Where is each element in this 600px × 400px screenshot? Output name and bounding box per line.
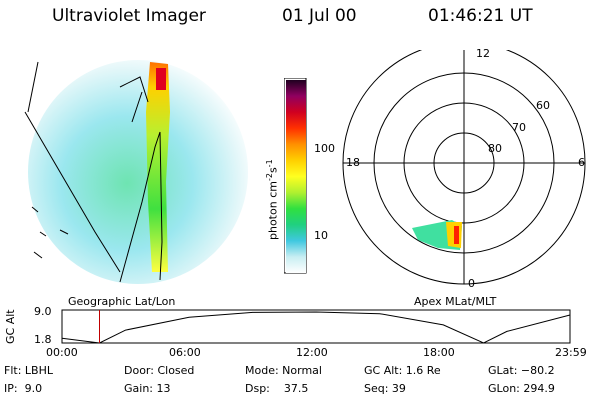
seq-info: Seq: 39 <box>364 382 406 395</box>
time-tick-2359: 23:59 <box>555 346 587 359</box>
door-info: Door: Closed <box>124 364 195 377</box>
altitude-axis-title: GC Alt <box>4 309 17 344</box>
altitude-series-line <box>61 311 571 344</box>
time-tick-0600: 06:00 <box>169 346 201 359</box>
geographic-panel-label: Geographic Lat/Lon <box>68 295 176 308</box>
mlt-label-0: 0 <box>468 277 475 290</box>
diffuse-emission <box>28 60 248 284</box>
mlat-label-70: 70 <box>512 121 526 134</box>
colorbar-gradient <box>286 80 306 273</box>
coastline-overlay <box>24 61 163 283</box>
time-tick-1200: 12:00 <box>296 346 328 359</box>
polar-plot <box>342 50 586 285</box>
mlat-label-80: 80 <box>488 142 502 155</box>
ip-info: IP: 9.0 <box>4 382 43 395</box>
glat-info: GLat: −80.2 <box>488 364 555 377</box>
filter-info: Flt: LBHL <box>4 364 53 377</box>
mlt-label-12: 12 <box>476 47 490 60</box>
altitude-ytick-9: 9.0 <box>34 305 52 318</box>
auroral-oval-band <box>146 62 170 272</box>
altitude-chart <box>61 309 571 344</box>
gc-alt-info: GC Alt: 1.6 Re <box>364 364 441 377</box>
colorbar <box>284 78 307 274</box>
auroral-hotspot <box>156 68 166 90</box>
image-date: 01 Jul 00 <box>282 6 357 26</box>
glon-info: GLon: 294.9 <box>488 382 555 395</box>
polar-panel-label: Apex MLat/MLT <box>414 295 497 308</box>
mode-info: Mode: Normal <box>245 364 322 377</box>
colorbar-tick-10: 10 <box>314 229 328 242</box>
image-time: 01:46:21 UT <box>428 6 533 26</box>
dsp-info: Dsp: 37.5 <box>245 382 309 395</box>
time-tick-1800: 18:00 <box>423 346 455 359</box>
geographic-image-panel <box>24 60 248 284</box>
mlt-label-18: 18 <box>346 156 360 169</box>
time-tick-0000: 00:00 <box>46 346 78 359</box>
altitude-plot-frame <box>61 309 571 344</box>
altitude-ytick-1-8: 1.8 <box>34 333 52 346</box>
polar-emission-peak <box>454 226 459 244</box>
mlat-label-60: 60 <box>536 99 550 112</box>
colorbar-unit-label: photon cm-2s-1 <box>265 159 280 240</box>
mlt-label-6: 6 <box>578 156 585 169</box>
gain-info: Gain: 13 <box>124 382 171 395</box>
instrument-title: Ultraviolet Imager <box>52 6 206 26</box>
coastline-fragments <box>31 206 69 259</box>
colorbar-tick-100: 100 <box>314 142 335 155</box>
